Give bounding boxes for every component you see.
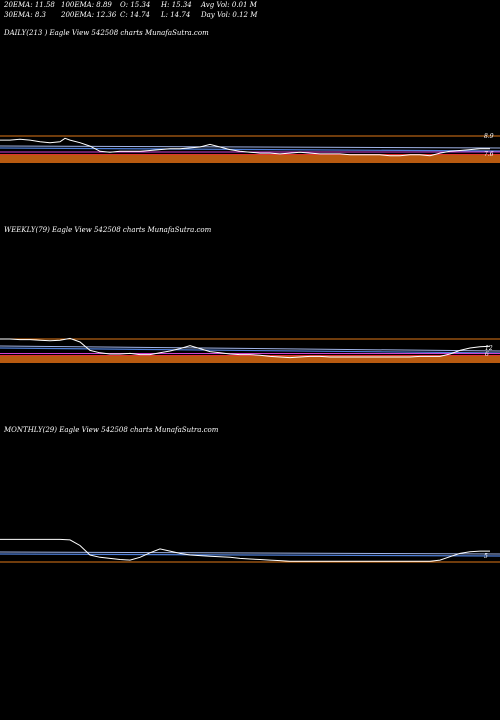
daily-price-label-bottom: 7.6 [484,151,494,158]
header-low: L: 14.74 [161,11,191,19]
weekly-price-label-bottom: 6 [485,351,489,358]
weekly-price-label-top: 12 [485,345,493,352]
weekly-chart: 12 6 [0,337,500,363]
monthly-ema-light-line [0,551,500,555]
header-close: C: 14.74 [120,11,150,19]
header-ema100: 100EMA: 8.89 [61,1,112,9]
weekly-price-line [0,337,491,359]
monthly-ema-blue-line [0,553,500,557]
weekly-ema-light-line [0,345,500,352]
daily-panel-title: DAILY(213 ) Eagle View 542508 charts Mun… [4,29,209,37]
daily-price-label-top: 8.9 [484,133,494,140]
header-avg-vol: Avg Vol: 0.01 M [201,1,257,9]
daily-ema-light-line [0,145,500,149]
header-ema200: 200EMA: 12.36 [61,11,117,19]
monthly-panel-title: MONTHLY(29) Eagle View 542508 charts Mun… [4,426,219,434]
monthly-price-label-bottom: 5 [484,553,488,560]
daily-volume-band [0,154,500,163]
header-day-vol: Day Vol: 0.12 M [201,11,258,19]
weekly-panel-title: WEEKLY(79) Eagle View 542508 charts Muna… [4,226,212,234]
weekly-volume-band [0,355,500,363]
header-open: O: 15.34 [120,1,151,9]
monthly-chart: 5 [0,538,500,563]
daily-price-line [0,137,490,157]
daily-ema-blue-line [0,147,500,152]
monthly-price-line [0,538,490,562]
header-high: H: 15.34 [161,1,192,9]
header-ema30: 30EMA: 8.3 [4,11,46,19]
header-ema20: 20EMA: 11.58 [4,1,55,9]
daily-chart: 8.9 7.6 [0,133,500,163]
weekly-ema-blue-line [0,347,500,354]
